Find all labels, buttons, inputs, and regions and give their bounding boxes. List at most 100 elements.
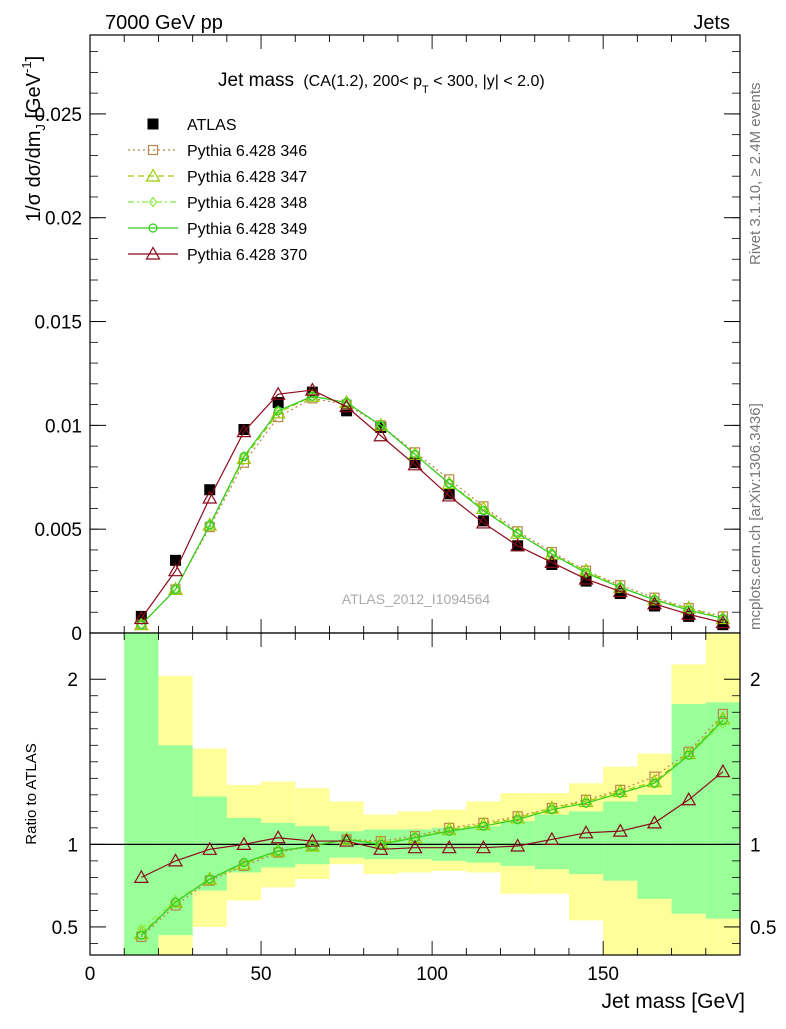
ratio-y-tick-label-right: 2 [750,670,761,691]
main-data-point [170,584,181,594]
ratio-series-layer [133,708,731,942]
ratio-data-point [339,833,355,847]
ratio-data-point [273,846,283,856]
inner-uncertainty-band [124,633,159,955]
legend-entry: Pythia 6.428 370 [128,246,307,264]
main-data-point [475,515,491,529]
main-data-point [444,478,454,489]
plot-title-main: Jet mass [218,70,294,91]
main-data-point [304,382,320,396]
main-data-point [238,457,250,468]
ratio-data-point [373,841,389,855]
main-data-point [133,610,149,625]
main-data-point [204,484,216,496]
legend-marker [147,118,159,130]
legend-label: Pythia 6.428 370 [187,247,307,264]
ratio-y-tick-label: 2 [67,670,78,691]
inner-uncertainty-band [603,801,638,881]
ratio-data-point [715,763,731,778]
ratio-data-point [478,821,489,831]
ratio-data-point [133,869,149,883]
ratio-y-tick-label-right: 0.5 [750,918,776,939]
main-data-point [375,421,387,433]
main-data-point [510,538,526,552]
ratio-data-point [681,792,697,806]
ratio-data-point [441,839,457,854]
plot-title: Jet mass (CA(1.2), 200< pT < 300, |y| < … [218,70,545,96]
legend-entry: Pythia 6.428 348 [128,195,307,212]
main-data-point [373,428,389,442]
x-tick-label: 150 [587,964,619,985]
main-data-point [136,620,146,630]
x-tick-label: 0 [85,964,96,985]
legend-marker [145,246,161,260]
ratio-data-point [376,839,386,849]
ratio-data-point [137,923,146,935]
ratio-data-point [578,825,594,839]
main-data-point [236,423,252,438]
main-data-point [170,554,182,566]
ratio-data-point [649,778,660,788]
main-data-point [578,571,594,585]
main-data-point [478,505,489,516]
plot-subtitle-sub: T [422,84,429,96]
main-y-tick-label: 0.015 [34,313,82,334]
main-y-label-unit: [GeV [23,72,45,124]
main-y-tick-label: 0 [71,624,82,645]
main-axis-ticks: 0 0.005 0.01 0.015 0.02 0.025 [34,35,741,645]
main-data-point [646,596,663,610]
rivet-label: Rivet 3.1.10, ≥ 2.4M events [747,83,764,266]
ratio-data-point [304,833,320,847]
x-tick-label: 100 [416,964,448,985]
ratio-data-point [475,839,491,854]
ratio-data-point [270,830,286,844]
main-data-point [205,520,215,530]
main-data-point [273,406,283,416]
ratio-data-point [718,715,728,726]
main-data-point [477,515,489,527]
ratio-data-point [615,788,625,798]
main-data-point [270,386,286,400]
main-data-point [717,619,729,631]
main-y-tick-label: 0.01 [45,416,82,437]
legend-entry: ATLAS [147,117,237,134]
main-y-tick-label: 0.005 [34,520,82,541]
main-data-point [612,583,628,598]
legend-label: Pythia 6.428 348 [187,195,307,212]
main-y-label-main: 1/σ dσ/dm [23,131,45,222]
main-y-axis-label: 1/σ dσ/dmJ [GeV-1] [19,56,48,222]
main-data-point [513,528,523,538]
plot-subtitle-post: < 300, |y| < 2.0) [429,73,545,90]
main-series-line [140,397,724,626]
ratio-data-point [407,839,423,854]
main-y-label-sup: -1 [19,61,34,73]
inner-uncertainty-band [671,704,706,914]
main-data-point [683,610,695,622]
inner-uncertainty-band [705,702,740,919]
main-series-5 [133,382,731,629]
ratio-data-point [684,750,694,760]
ratio-data-point [646,815,663,829]
inner-uncertainty-band [158,745,193,936]
main-series-line [140,389,724,624]
ratio-series-line [140,720,724,936]
inner-uncertainty-band [637,794,672,899]
ratio-data-point [444,826,454,836]
ratio-data-point [510,838,526,852]
category-label: Jets [693,12,730,34]
ratio-y-tick-label: 0.5 [52,918,78,939]
ratio-data-point [612,823,628,837]
main-data-point [135,610,147,622]
ratio-data-point [581,798,591,808]
main-data-point [202,490,218,504]
legend-label: Pythia 6.428 349 [187,221,307,238]
main-data-point [272,397,284,409]
ratio-y-axis-label: Ratio to ATLAS [23,743,40,844]
main-data-point [409,457,421,469]
legend-entry: Pythia 6.428 349 [128,221,307,238]
ratio-data-point [239,857,249,868]
ratio-series-line [141,771,724,878]
ratio-data-point [513,814,523,825]
main-data-point [547,549,557,559]
